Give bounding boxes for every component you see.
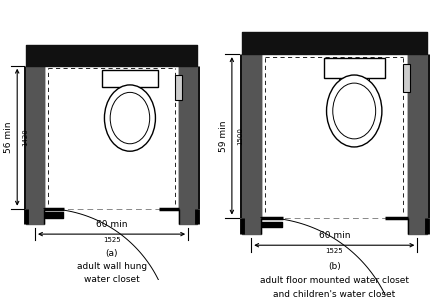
Text: water closet: water closet [84,275,139,284]
Ellipse shape [327,75,382,147]
Bar [175,75,182,100]
Text: and children's water closet: and children's water closet [273,289,396,299]
Text: 1500: 1500 [238,127,243,145]
Ellipse shape [110,92,150,144]
Ellipse shape [105,85,155,151]
Bar [324,58,384,78]
Text: adult floor mounted water closet: adult floor mounted water closet [260,276,409,285]
Bar [339,78,369,89]
Text: 56 min: 56 min [4,121,13,153]
Text: 1420: 1420 [22,128,28,146]
Text: (b): (b) [328,262,341,271]
Bar [102,70,158,88]
Text: 1525: 1525 [103,237,121,243]
Bar [404,64,410,92]
Text: 60 min: 60 min [319,231,350,240]
Text: (a): (a) [105,249,118,258]
Text: 1525: 1525 [325,248,343,254]
Text: 59 min: 59 min [219,120,228,152]
Text: 60 min: 60 min [96,220,127,229]
Ellipse shape [333,83,376,139]
Text: adult wall hung: adult wall hung [77,262,147,271]
